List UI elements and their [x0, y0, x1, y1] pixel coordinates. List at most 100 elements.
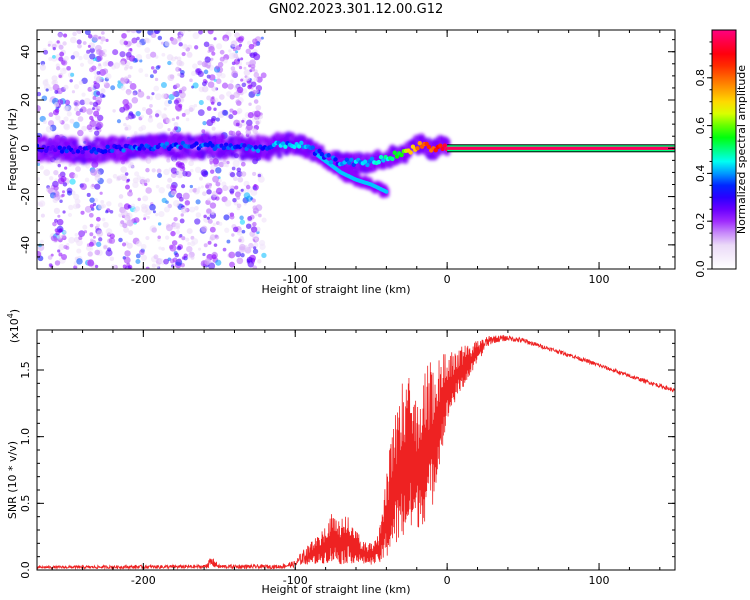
noise-cell	[216, 43, 223, 50]
noise-cell	[150, 32, 157, 39]
noise-cell	[46, 187, 53, 193]
noise-cell	[135, 253, 141, 259]
noise-cell	[227, 83, 234, 90]
noise-cell	[144, 47, 151, 53]
streak-cell	[238, 238, 242, 243]
streak-cell	[247, 112, 254, 119]
streak-cell	[94, 175, 101, 182]
noise-cell	[106, 201, 112, 207]
streak-cell	[129, 65, 133, 70]
noise-cell	[215, 167, 222, 174]
noise-cell	[119, 173, 127, 181]
ridge-core	[80, 149, 85, 155]
streak-cell	[245, 223, 252, 229]
x-tick-label: 0	[444, 273, 451, 286]
noise-cell	[257, 175, 265, 183]
noise-cell	[101, 217, 106, 222]
noise-cell	[116, 119, 122, 124]
noise-cell	[161, 113, 167, 119]
noise-cell	[151, 263, 157, 268]
noise-cell	[178, 173, 183, 178]
noise-cell	[222, 247, 227, 252]
streak-cell	[203, 214, 207, 219]
noise-cell	[197, 186, 201, 190]
noise-cell	[40, 239, 44, 244]
noise-cell	[105, 38, 109, 42]
noise-cell	[181, 256, 186, 260]
noise-cell	[185, 237, 190, 242]
streak-cell	[128, 55, 136, 62]
noise-cell	[98, 203, 104, 210]
noise-cell	[83, 53, 90, 60]
streak-cell	[98, 63, 102, 67]
noise-cell	[45, 78, 49, 82]
streak-cell	[200, 169, 208, 177]
streak-cell	[181, 51, 186, 57]
noise-cell	[144, 37, 150, 43]
noise-cell	[105, 210, 109, 214]
streak-cell	[56, 218, 64, 226]
streak-cell	[90, 168, 98, 176]
streak-cell	[59, 51, 65, 57]
noise-cell	[70, 36, 77, 44]
streak-cell	[206, 64, 211, 69]
noise-cell	[70, 72, 75, 77]
noise-cell	[48, 112, 54, 118]
streak-cell	[236, 203, 242, 209]
noise-cell	[120, 85, 126, 91]
streak-cell	[213, 243, 218, 247]
noise-cell	[257, 173, 262, 178]
ridge-halo	[219, 138, 227, 145]
noise-cell	[118, 237, 123, 243]
streak-cell	[52, 47, 56, 51]
noise-cell	[255, 104, 262, 111]
streak-cell	[121, 242, 127, 247]
ridge-core	[283, 144, 288, 149]
noise-cell	[80, 210, 85, 215]
noise-cell	[231, 233, 235, 237]
noise-cell	[243, 66, 247, 70]
streak-cell	[58, 74, 63, 79]
noise-cell	[78, 230, 86, 238]
noise-cell	[117, 80, 121, 84]
streak-cell	[212, 175, 219, 183]
noise-cell	[182, 192, 190, 200]
noise-cell	[45, 125, 53, 133]
noise-cell	[42, 119, 47, 124]
noise-cell	[199, 176, 203, 181]
noise-cell	[258, 239, 266, 247]
noise-cell	[191, 238, 199, 245]
streak-cell	[54, 237, 58, 242]
noise-cell	[149, 203, 156, 211]
streak-cell	[62, 182, 68, 187]
streak-cell	[120, 60, 126, 66]
noise-cell	[151, 227, 157, 233]
ridge-core	[440, 146, 445, 152]
streak-cell	[178, 42, 183, 47]
noise-cell	[183, 44, 188, 49]
streak-cell	[122, 98, 129, 106]
streak-cell	[251, 198, 256, 203]
noise-cell	[150, 51, 157, 58]
noise-cell	[236, 229, 243, 236]
y-tick-label: 1.5	[19, 361, 32, 379]
noise-cell	[197, 247, 202, 251]
noise-cell	[79, 62, 85, 67]
streak-cell	[126, 262, 131, 267]
noise-cell	[163, 168, 170, 176]
streak-cell	[204, 56, 211, 63]
noise-cell	[140, 115, 145, 119]
noise-cell	[137, 197, 141, 202]
ridge-core	[210, 143, 215, 148]
streak-cell	[124, 126, 129, 131]
noise-cell	[194, 218, 201, 225]
noise-cell	[195, 212, 202, 218]
noise-cell	[248, 242, 254, 249]
noise-cell	[150, 66, 155, 70]
ridge-halo	[276, 152, 283, 159]
noise-cell	[157, 173, 162, 178]
noise-cell	[100, 36, 106, 42]
streak-cell	[96, 70, 101, 75]
noise-cell	[37, 162, 41, 167]
noise-cell	[132, 181, 139, 189]
